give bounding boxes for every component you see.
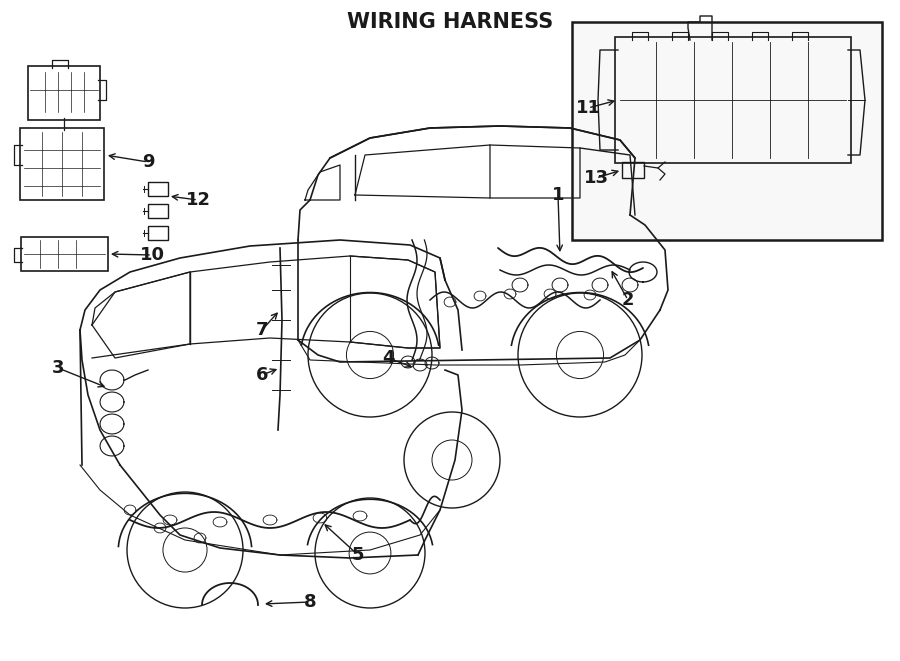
Text: 8: 8 bbox=[303, 593, 316, 611]
Text: 12: 12 bbox=[185, 191, 211, 209]
Text: 13: 13 bbox=[583, 169, 608, 187]
Text: 9: 9 bbox=[142, 153, 154, 171]
Text: 11: 11 bbox=[575, 99, 600, 117]
Text: 5: 5 bbox=[352, 546, 365, 564]
Bar bbox=[148, 226, 168, 240]
Text: WIRING HARNESS: WIRING HARNESS bbox=[346, 12, 554, 32]
Text: 10: 10 bbox=[140, 246, 165, 264]
Bar bbox=[572, 22, 882, 240]
Text: 4: 4 bbox=[382, 349, 394, 367]
Text: 7: 7 bbox=[256, 321, 268, 339]
Bar bbox=[622, 162, 644, 178]
Text: 2: 2 bbox=[622, 291, 634, 309]
Bar bbox=[148, 204, 168, 218]
Text: 1: 1 bbox=[552, 186, 564, 204]
Bar bbox=[148, 182, 168, 196]
Text: 3: 3 bbox=[52, 359, 64, 377]
Text: 6: 6 bbox=[256, 366, 268, 384]
